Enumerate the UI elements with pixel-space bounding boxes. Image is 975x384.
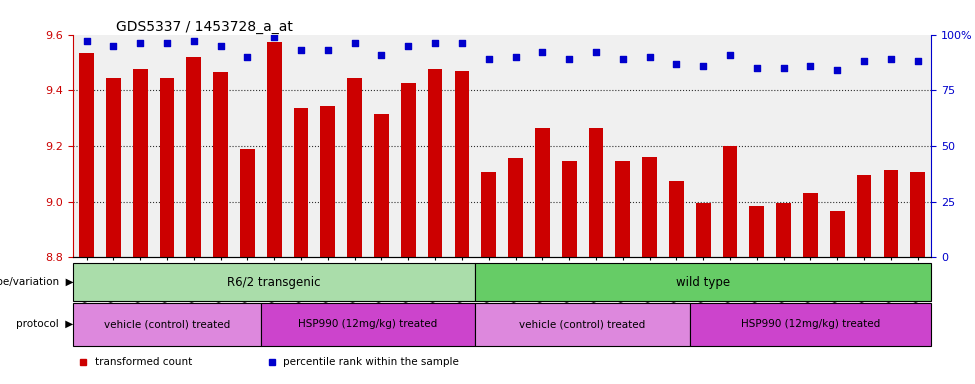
Bar <box>750 206 764 257</box>
Point <box>373 51 389 58</box>
Bar <box>722 146 737 257</box>
Bar <box>160 78 175 257</box>
Point <box>401 43 416 49</box>
Point <box>669 60 684 66</box>
Bar <box>615 161 630 257</box>
Bar <box>347 78 362 257</box>
Bar <box>73 303 261 346</box>
Point <box>802 63 818 69</box>
Bar <box>690 303 931 346</box>
Point <box>79 38 95 44</box>
Point <box>722 51 738 58</box>
Bar <box>401 83 415 257</box>
Text: R6/2 transgenic: R6/2 transgenic <box>227 276 321 289</box>
Point <box>508 54 524 60</box>
Point <box>347 40 363 46</box>
Bar <box>186 57 201 257</box>
Bar <box>643 157 657 257</box>
Point <box>856 58 872 65</box>
Bar <box>240 149 254 257</box>
Bar <box>428 70 443 257</box>
Bar <box>214 72 228 257</box>
Point <box>133 40 148 46</box>
Bar <box>562 161 576 257</box>
Bar <box>535 128 550 257</box>
Bar <box>267 41 282 257</box>
Text: transformed count: transformed count <box>95 357 192 367</box>
Bar <box>321 106 335 257</box>
Bar <box>508 159 523 257</box>
Point <box>105 43 121 49</box>
Bar <box>776 203 791 257</box>
Point <box>454 40 470 46</box>
Bar <box>883 170 898 257</box>
Point <box>562 56 577 62</box>
Bar <box>261 303 476 346</box>
Point <box>320 47 335 53</box>
Text: percentile rank within the sample: percentile rank within the sample <box>284 357 459 367</box>
Bar <box>482 172 496 257</box>
Bar <box>106 78 121 257</box>
Point <box>427 40 443 46</box>
Bar <box>374 114 389 257</box>
Point <box>534 49 550 55</box>
Bar <box>454 71 469 257</box>
Text: HSP990 (12mg/kg) treated: HSP990 (12mg/kg) treated <box>298 319 438 329</box>
Text: genotype/variation  ▶: genotype/variation ▶ <box>0 277 73 287</box>
Point <box>240 54 255 60</box>
Point <box>830 67 845 73</box>
Bar <box>476 303 690 346</box>
Bar <box>669 181 683 257</box>
Text: HSP990 (12mg/kg) treated: HSP990 (12mg/kg) treated <box>741 319 880 329</box>
Bar <box>696 203 711 257</box>
Point <box>695 63 711 69</box>
Point <box>749 65 764 71</box>
Point <box>615 56 631 62</box>
Point <box>481 56 496 62</box>
Point <box>159 40 175 46</box>
Text: wild type: wild type <box>676 276 730 289</box>
Bar <box>857 175 872 257</box>
Point <box>883 56 899 62</box>
Bar <box>133 70 147 257</box>
Text: protocol  ▶: protocol ▶ <box>16 319 73 329</box>
Bar <box>476 263 931 301</box>
Bar <box>911 172 925 257</box>
Point <box>776 65 792 71</box>
Text: vehicle (control) treated: vehicle (control) treated <box>104 319 230 329</box>
Point <box>266 34 282 40</box>
Bar <box>803 193 818 257</box>
Bar <box>830 211 844 257</box>
Bar <box>589 128 604 257</box>
Point <box>186 38 202 44</box>
Text: vehicle (control) treated: vehicle (control) treated <box>520 319 645 329</box>
Point <box>213 43 228 49</box>
Point <box>910 58 925 65</box>
Bar <box>293 108 308 257</box>
Bar <box>73 263 476 301</box>
Point <box>588 49 604 55</box>
Point <box>642 54 657 60</box>
Text: GDS5337 / 1453728_a_at: GDS5337 / 1453728_a_at <box>116 20 292 33</box>
Point <box>293 47 309 53</box>
Bar <box>79 53 94 257</box>
